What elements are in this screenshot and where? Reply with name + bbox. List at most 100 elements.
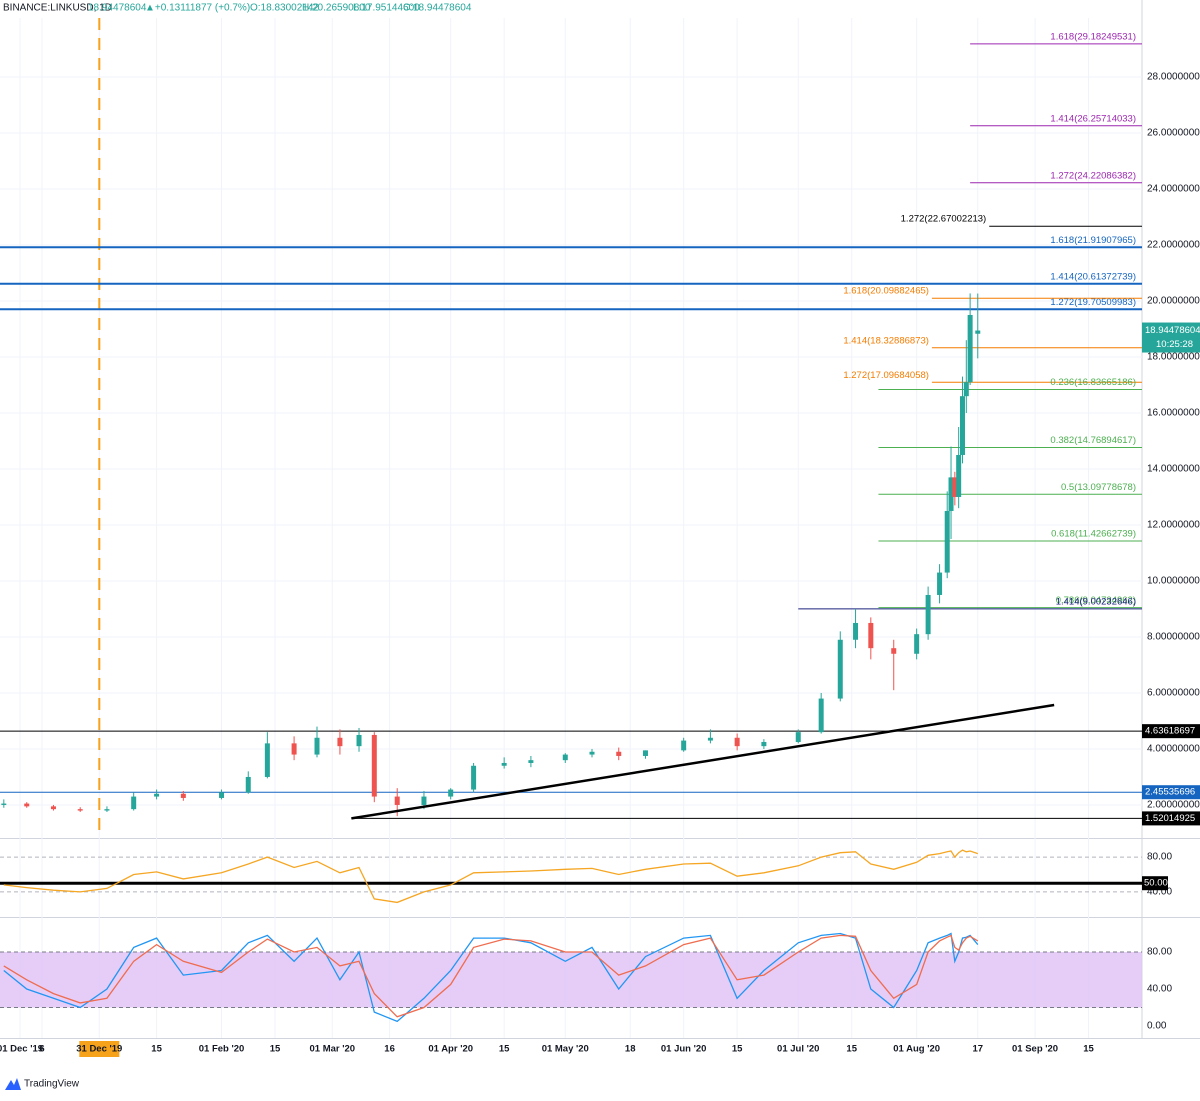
level-label: 1.272(22.67002213): [901, 214, 987, 225]
candle-body: [371, 734, 377, 797]
candle-body: [291, 743, 297, 755]
plot: 01 Dec '196 31 Dec '19 15 01 Feb '20 15 01 Ma…: [0, 18, 1200, 1057]
band: [0, 952, 1142, 1008]
y-tick-label: 4.00000000: [1147, 744, 1200, 755]
level-label: 1.618(29.18249531): [1050, 31, 1136, 42]
level-badge-label: 1.52014925: [1145, 813, 1195, 824]
y-tick-label: 2.00000000: [1147, 800, 1200, 811]
watermark: TradingView: [24, 1079, 80, 1090]
low: L:17.95144600: [353, 3, 420, 14]
candle-body: [501, 762, 507, 766]
candle-body: [562, 754, 568, 761]
candle-body: [868, 622, 874, 649]
candle-body: [219, 792, 225, 798]
midline-label: 50.00: [1144, 878, 1168, 889]
x-tick-label: 6: [39, 1044, 44, 1055]
close: C:18.94478604: [403, 3, 472, 14]
level-label: 1.414(20.61372739): [1050, 271, 1136, 282]
candle-body: [421, 796, 427, 805]
x-tick-label: 01 Jul '20: [777, 1044, 819, 1055]
level-badge: [1142, 811, 1200, 826]
level-label: 1.272(19.70509983): [1050, 297, 1136, 308]
x-tick-label: 01 May '20: [542, 1044, 589, 1055]
candle-body: [959, 396, 965, 455]
y-tick-label: 24.00000000: [1147, 184, 1200, 195]
y-tick-label: 0.00: [1147, 1021, 1167, 1032]
candle-body: [925, 594, 931, 635]
x-tick-label: 16: [384, 1044, 395, 1055]
y-tick-label: 16.00000000: [1147, 408, 1200, 419]
high: H:20.26590800: [302, 3, 371, 14]
candle-body: [104, 809, 110, 811]
last-price: 18.94478604: [88, 3, 147, 14]
candle-body: [245, 776, 251, 793]
price-timer: 10:25:28: [1156, 339, 1193, 350]
candle-body: [967, 314, 973, 383]
y-tick-label: 8.00000000: [1147, 632, 1200, 643]
level-label: 1.414(9.00232646): [1056, 596, 1136, 607]
candle-body: [937, 572, 943, 595]
candle-body: [154, 793, 160, 797]
candle-body: [50, 806, 56, 810]
candle-body: [734, 737, 740, 747]
x-tick-label: 17: [972, 1044, 983, 1055]
candle-body: [795, 732, 801, 742]
candle-body: [952, 477, 958, 497]
x-tick-label: 15: [1083, 1044, 1094, 1055]
y-tick-label: 6.00000000: [1147, 688, 1200, 699]
change: ▲+0.13111877 (+0.7%): [145, 3, 250, 14]
candle-body: [589, 751, 595, 755]
candle-body: [681, 740, 687, 751]
x-tick-label: 18: [625, 1044, 636, 1055]
candle-body: [853, 622, 859, 640]
logo: [5, 1078, 21, 1090]
x-tick-label: 15: [846, 1044, 857, 1055]
candle-body: [975, 330, 981, 334]
x-tick-label: 01 Jun '20: [661, 1044, 707, 1055]
candle-body: [77, 809, 83, 811]
open: O:18.83002142: [250, 3, 319, 14]
candle-body: [707, 737, 713, 741]
y-tick-label: 80.00: [1147, 947, 1172, 958]
y-tick-label: 20.00000000: [1147, 296, 1200, 307]
x-tick-label: 01 Mar '20: [309, 1044, 355, 1055]
x-tick-label: 15: [499, 1044, 510, 1055]
level-label: 1.272(24.22086382): [1050, 170, 1136, 181]
candle-body: [642, 750, 648, 756]
candle-body: [956, 454, 962, 497]
candle-body: [616, 751, 622, 756]
header-bg: [0, 0, 560, 16]
candle-body: [24, 803, 30, 807]
level-label: 0.5(13.09778678): [1061, 482, 1136, 493]
level-label: 0.786(9.04734962): [1056, 595, 1136, 606]
candle-body: [356, 734, 362, 747]
y-tick-label: 12.00000000: [1147, 520, 1200, 531]
candle-body: [264, 743, 270, 777]
level-label: 1.272(17.09684058): [843, 370, 929, 381]
candle-body: [1, 803, 7, 805]
x-tick-label: 01 Feb '20: [199, 1044, 245, 1055]
level-badge: [1142, 724, 1200, 739]
midline-badge: [1142, 876, 1168, 891]
indicator-line: [3, 932, 979, 1023]
y-tick-label: 40.00: [1147, 887, 1172, 898]
level-badge-label: 4.63618697: [1145, 726, 1195, 737]
y-tick-label: 80.00: [1147, 852, 1172, 863]
candle-body: [818, 698, 824, 733]
candle-body: [761, 741, 767, 747]
y-tick-label: 22.00000000: [1147, 240, 1200, 251]
x-tick-label: 15: [732, 1044, 743, 1055]
level-badge: [1142, 785, 1200, 800]
x-tick-label: 15: [151, 1044, 162, 1055]
candle-body: [180, 793, 186, 798]
indicator-line: [3, 849, 979, 904]
y-tick-label: 40.00: [1147, 984, 1172, 995]
x-tick-label: 01 Aug '20: [893, 1044, 940, 1055]
x-tick-label: 01 Apr '20: [428, 1044, 473, 1055]
candle-body: [528, 760, 534, 763]
candle-body: [914, 634, 920, 654]
level-label: 1.414(18.32886873): [843, 335, 929, 346]
candle-body: [471, 765, 477, 790]
level-label: 1.618(20.09882465): [843, 286, 929, 297]
